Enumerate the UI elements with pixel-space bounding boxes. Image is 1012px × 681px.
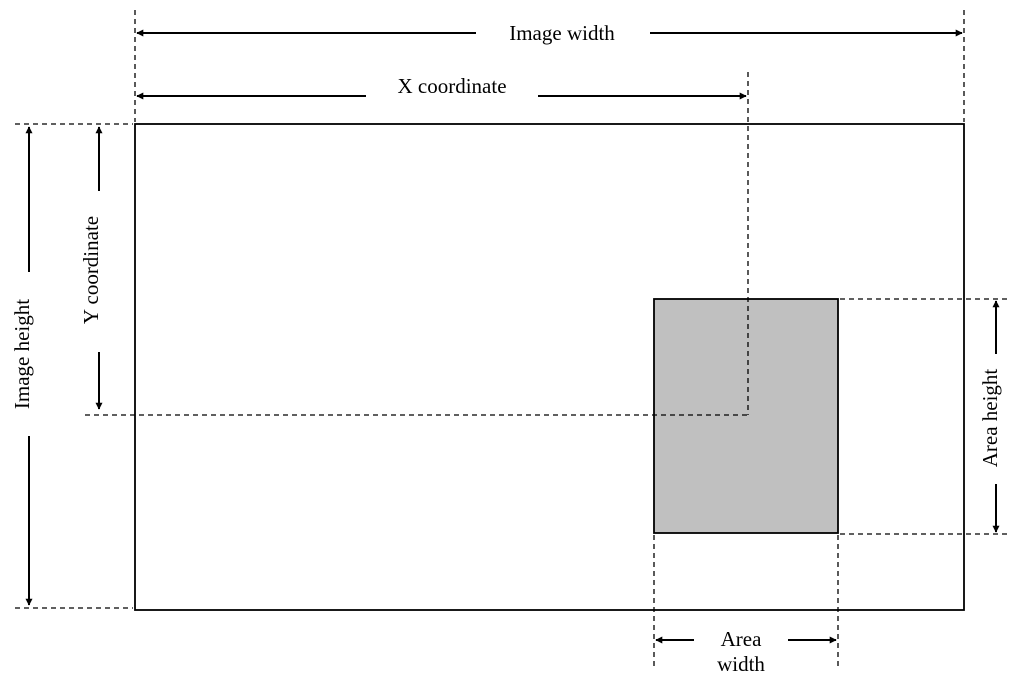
image-boundary: [134, 123, 965, 611]
area-rectangle: [653, 298, 839, 534]
image-height-label: Image height: [10, 299, 34, 409]
extension-lines: [15, 10, 1010, 668]
image-height-dimension: Image height: [10, 126, 34, 606]
area-height-dimension: Area height: [978, 300, 1002, 533]
y-coordinate-dimension: Y coordinate: [79, 126, 103, 410]
image-width-label: Image width: [509, 21, 615, 45]
x-coordinate-label: X coordinate: [397, 74, 506, 98]
x-coordinate-dimension: X coordinate: [136, 74, 747, 100]
y-coordinate-label: Y coordinate: [79, 216, 103, 324]
area-width-dimension: Area width: [655, 627, 837, 676]
area-width-label-line1: Area: [721, 627, 762, 651]
image-width-dimension: Image width: [136, 21, 963, 45]
area-width-label-line2: width: [717, 652, 765, 676]
area-height-label: Area height: [978, 369, 1002, 468]
